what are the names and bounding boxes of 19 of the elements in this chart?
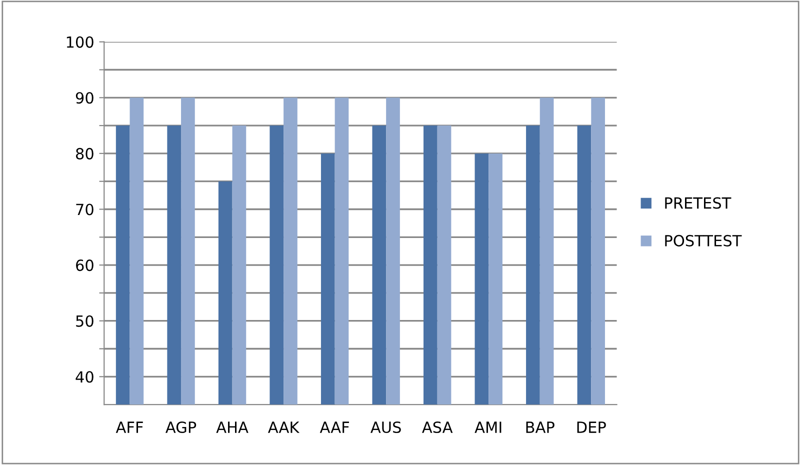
y-tick-label: 40	[76, 371, 94, 383]
x-tick-label: AHA	[216, 422, 248, 433]
y-tick-label: 100	[66, 36, 94, 48]
y-tick-label: 50	[76, 315, 94, 327]
x-tick-label: AUS	[370, 421, 401, 434]
x-tick-label: AAF	[320, 422, 349, 433]
x-tick-label: ASA	[422, 421, 453, 434]
x-tick-label: BAP	[526, 422, 554, 433]
legend-label: POSTTEST	[665, 234, 742, 246]
y-tick-label: 90	[76, 92, 94, 104]
y-tick-label: 80	[76, 148, 94, 160]
x-tick-label: AMI	[474, 422, 502, 433]
x-tick-label: DEP	[577, 422, 606, 433]
x-tick-label: AAK	[268, 422, 300, 433]
x-tick-label: AFF	[116, 422, 143, 433]
y-tick-label: 70	[76, 204, 94, 216]
y-tick-label: 60	[76, 260, 94, 272]
legend-label: PRETEST	[665, 197, 732, 209]
x-tick-label: AGP	[166, 421, 196, 434]
